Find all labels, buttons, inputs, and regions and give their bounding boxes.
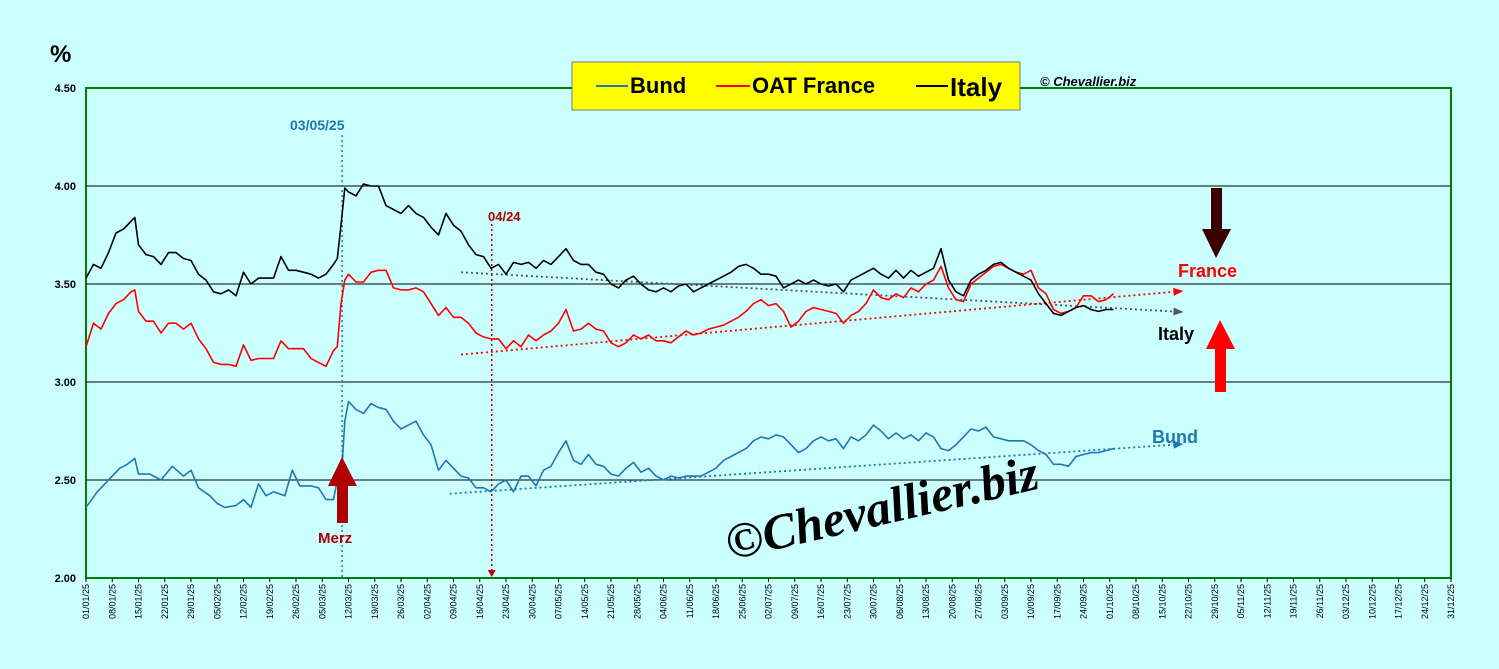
legend: Bund OAT France Italy xyxy=(571,61,1021,111)
x-tick-label: 26/02/25 xyxy=(291,584,301,619)
x-tick-label: 06/08/25 xyxy=(895,584,905,619)
x-tick-label: 21/05/25 xyxy=(606,584,616,619)
x-tick-label: 12/02/25 xyxy=(239,584,249,619)
x-tick-label: 03/09/25 xyxy=(1000,584,1010,619)
x-tick-label: 27/08/25 xyxy=(974,584,984,619)
x-tick-label: 25/06/25 xyxy=(737,584,747,619)
credit-label: © Chevallier.biz xyxy=(1040,74,1137,89)
x-tick-label: 05/11/25 xyxy=(1236,584,1246,618)
x-tick-label: 03/12/25 xyxy=(1341,584,1351,619)
legend-label-oat: OAT France xyxy=(752,73,875,98)
x-tick-label: 15/01/25 xyxy=(134,584,144,619)
y-unit-label: % xyxy=(50,41,71,68)
x-tick-label: 16/04/25 xyxy=(475,584,485,619)
trendline-oat-france xyxy=(460,290,1174,356)
x-tick-label: 30/07/25 xyxy=(869,584,879,619)
bund-label: Bund xyxy=(1152,427,1198,447)
y-tick-3.50: 3.50 xyxy=(55,279,76,291)
x-tick-label: 09/07/25 xyxy=(790,584,800,619)
x-tick-label: 09/04/25 xyxy=(449,584,459,619)
x-tick-label: 14/05/25 xyxy=(580,584,590,619)
vline-arrowhead xyxy=(487,570,496,577)
x-tick-label: 29/10/25 xyxy=(1210,584,1220,619)
trendline-arrowhead xyxy=(1173,440,1184,449)
x-axis-ticks: 01/01/25 08/01/25 15/01/25 22/01/25 29/01/25… xyxy=(81,578,1456,619)
x-tick-label: 24/09/25 xyxy=(1079,584,1089,619)
x-tick-label: 02/07/25 xyxy=(764,584,774,619)
y-axis-ticks: 4.50 4.00 3.50 3.00 2.50 2.00 xyxy=(55,83,76,585)
x-tick-label: 26/03/25 xyxy=(396,584,406,619)
x-tick-label: 10/09/25 xyxy=(1026,584,1036,619)
trendline-bund xyxy=(449,443,1174,495)
x-tick-label: 17/12/25 xyxy=(1394,584,1404,619)
x-tick-label: 30/04/25 xyxy=(527,584,537,619)
x-tick-label: 08/01/25 xyxy=(107,584,117,619)
x-tick-label: 19/11/25 xyxy=(1289,584,1299,618)
series-lines xyxy=(85,183,1114,509)
x-tick-label: 23/07/25 xyxy=(842,584,852,619)
france-up-arrow xyxy=(1206,320,1235,392)
x-tick-label: 24/12/25 xyxy=(1420,584,1430,619)
x-tick-label: 12/03/25 xyxy=(344,584,354,619)
series-line-bund xyxy=(85,400,1114,509)
trendline-arrowhead xyxy=(1173,287,1184,296)
x-tick-label: 01/01/25 xyxy=(81,584,91,619)
x-tick-label: 20/08/25 xyxy=(947,584,957,619)
trendlines xyxy=(449,271,1184,495)
x-tick-label: 13/08/25 xyxy=(921,584,931,619)
trendline-italy xyxy=(460,271,1174,313)
x-tick-label: 17/09/25 xyxy=(1052,584,1062,619)
x-tick-label: 26/11/25 xyxy=(1315,584,1325,618)
y-tick-3.00: 3.00 xyxy=(55,377,76,389)
y-tick-2.00: 2.00 xyxy=(55,573,76,585)
x-tick-label: 12/11/25 xyxy=(1262,584,1272,618)
x-tick-label: 10/12/25 xyxy=(1367,584,1377,619)
legend-label-italy: Italy xyxy=(950,72,1003,102)
x-tick-label: 22/10/25 xyxy=(1184,584,1194,619)
x-tick-label: 11/06/25 xyxy=(685,584,695,618)
x-tick-label: 15/10/25 xyxy=(1157,584,1167,619)
merz-label: Merz xyxy=(318,530,352,547)
x-tick-label: 08/10/25 xyxy=(1131,584,1141,619)
x-tick-label: 23/04/25 xyxy=(501,584,511,619)
x-tick-label: 07/05/25 xyxy=(554,584,564,619)
x-tick-label: 19/03/25 xyxy=(370,584,380,619)
x-tick-label: 05/02/25 xyxy=(212,584,222,619)
y-tick-4.50: 4.50 xyxy=(55,83,76,95)
x-tick-label: 05/03/25 xyxy=(317,584,327,619)
vline-label-0305: 03/05/25 xyxy=(290,117,345,133)
event-lines xyxy=(341,135,496,578)
x-tick-label: 22/01/25 xyxy=(160,584,170,619)
france-label: France xyxy=(1178,261,1237,281)
x-tick-label: 02/04/25 xyxy=(422,584,432,619)
merz-arrow xyxy=(328,457,357,523)
italy-down-arrow xyxy=(1202,188,1231,258)
x-tick-label: 18/06/25 xyxy=(711,584,721,619)
y-tick-2.50: 2.50 xyxy=(55,475,76,487)
x-tick-label: 19/02/25 xyxy=(265,584,275,619)
x-tick-label: 31/12/25 xyxy=(1446,584,1456,619)
legend-label-bund: Bund xyxy=(630,73,686,98)
x-tick-label: 28/05/25 xyxy=(632,584,642,619)
x-tick-label: 29/01/25 xyxy=(186,584,196,619)
trendline-arrowhead xyxy=(1173,307,1184,316)
x-tick-label: 16/07/25 xyxy=(816,584,826,619)
y-tick-4.00: 4.00 xyxy=(55,181,76,193)
italy-label: Italy xyxy=(1158,324,1194,344)
x-tick-label: 01/10/25 xyxy=(1105,584,1115,619)
vline-label-0424: 04/24 xyxy=(488,209,521,224)
gridlines xyxy=(86,185,1451,481)
x-tick-label: 04/06/25 xyxy=(659,584,669,619)
series-line-oat-france xyxy=(85,263,1114,368)
series-line-italy xyxy=(85,183,1114,317)
